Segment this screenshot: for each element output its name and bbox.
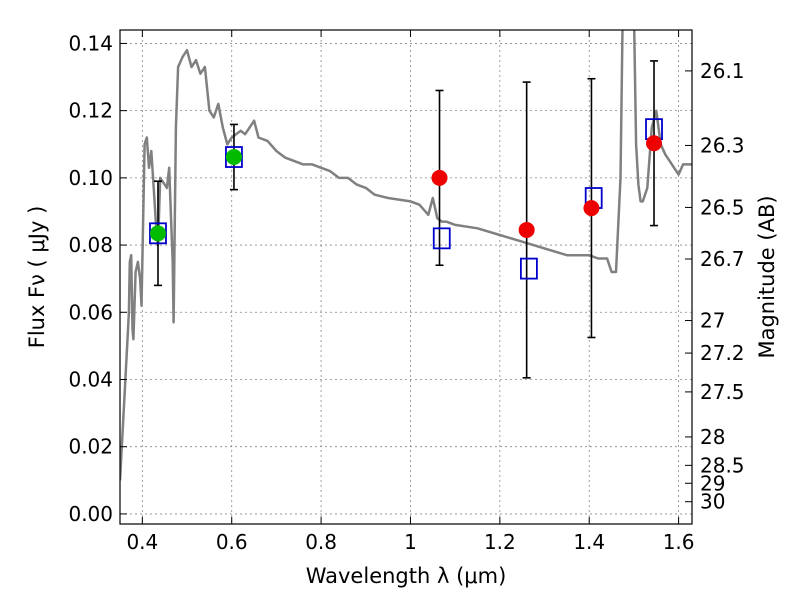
x-tick-label: 1.2 <box>484 530 516 554</box>
mag-tick-label: 27.5 <box>700 380 745 404</box>
y-axis-title: Flux Fν ( μJy ) <box>25 206 49 349</box>
y-tick-label: 0.10 <box>68 166 113 190</box>
plot-background <box>120 30 692 524</box>
mag-tick-label: 28.5 <box>700 453 745 477</box>
mag-tick-label: 26.1 <box>700 59 745 83</box>
observed-point <box>431 169 448 186</box>
mag-tick-label: 26.3 <box>700 133 745 157</box>
y-tick-label: 0.08 <box>68 233 113 257</box>
observed-point <box>225 149 242 166</box>
mag-tick-label: 28 <box>700 425 725 449</box>
observed-point <box>583 200 600 217</box>
model-point <box>432 227 451 250</box>
grid <box>120 30 692 524</box>
y-tick-label: 0.00 <box>68 502 113 526</box>
observed-point <box>646 135 663 152</box>
marker-layer <box>149 60 663 379</box>
plot-frame <box>119 29 693 525</box>
x-tick-label: 1.4 <box>573 530 605 554</box>
x-tick-label: 0.6 <box>216 530 248 554</box>
x-tick-label: 1.6 <box>663 530 695 554</box>
x-tick-label: 0.4 <box>126 530 158 554</box>
observed-point <box>518 221 535 238</box>
spectrum-line <box>120 30 692 481</box>
mag-tick-label: 30 <box>700 490 725 514</box>
model-point <box>519 257 538 280</box>
y-tick-label: 0.04 <box>68 367 113 391</box>
y-tick-label: 0.12 <box>68 99 113 123</box>
data-layer <box>120 30 692 481</box>
observed-point <box>149 225 166 242</box>
mag-tick-label: 26.5 <box>700 195 745 219</box>
mag-tick-label: 26.7 <box>700 247 745 271</box>
x-axis-title: Wavelength λ (μm) <box>306 564 507 588</box>
mag-tick-label: 27.2 <box>700 341 745 365</box>
y2-axis-title: Magnitude (AB) <box>755 195 779 358</box>
y-tick-label: 0.14 <box>68 31 113 55</box>
ticks: 0.4 0.6 0.8 1 1.2 1.4 1.6 0.00 0.02 0.04 0.06 0.08 0… <box>68 30 745 554</box>
y-tick-label: 0.02 <box>68 435 113 459</box>
y-tick-label: 0.06 <box>68 300 113 324</box>
x-tick-label: 0.8 <box>305 530 337 554</box>
mag-tick-label: 29 <box>700 471 725 495</box>
x-tick-label: 1 <box>404 530 417 554</box>
mag-tick-label: 27 <box>700 309 725 333</box>
